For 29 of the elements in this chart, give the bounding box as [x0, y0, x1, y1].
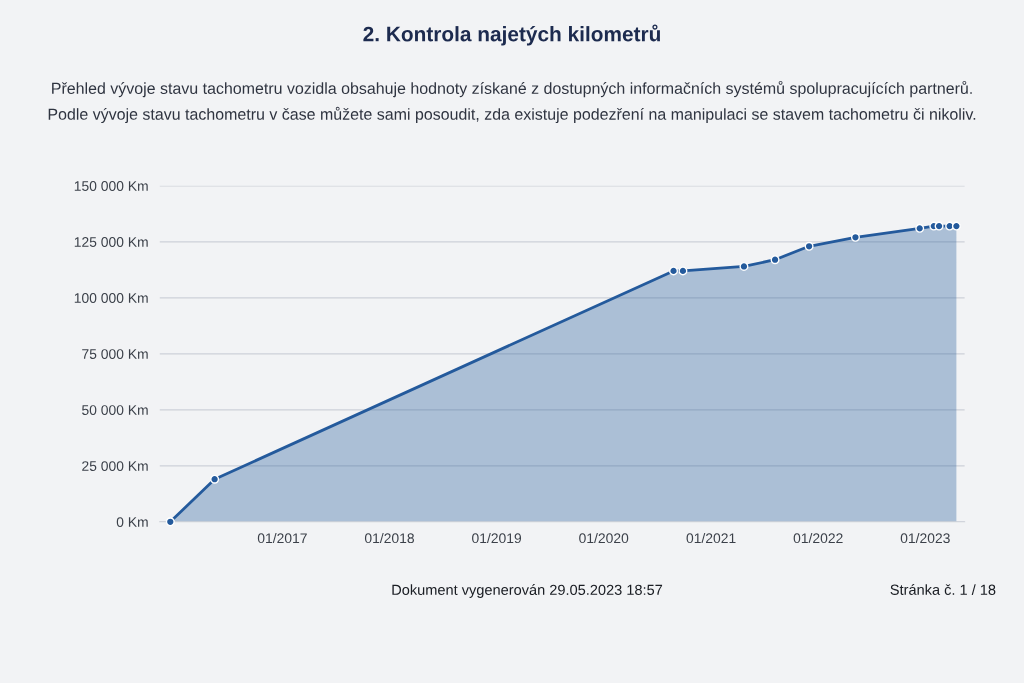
point	[165, 517, 175, 527]
y-tick-label: 125 000 Km	[74, 237, 148, 247]
chart-title: 2. Kontrola najetých kilometrů	[363, 24, 660, 46]
x-tick-label: 01/2018	[364, 532, 414, 544]
y-tick-label: 75 000 Km	[82, 349, 148, 359]
y-tick-label: 0 Km	[116, 517, 148, 527]
point	[770, 255, 780, 265]
point	[951, 221, 961, 231]
chart-subtitle: Přehled vývoje stavu tachometru vozidla obsahuje hodnoty získané z dostupných informačních systémů spolupracujících partnerů. Podle vývoje stavu tachometru v čase můžete sami posoudit, zda existuje podezření na manipulaci se stavem tachometru či nikoliv.	[48, 80, 976, 124]
y-tick-label: 100 000 Km	[74, 293, 148, 303]
y-tick-label: 150 000 Km	[74, 181, 148, 191]
point	[934, 221, 944, 231]
x-tick-label: 01/2017	[257, 532, 307, 544]
text: Stránka č. 1 / 18	[890, 584, 996, 595]
point	[678, 266, 688, 276]
point	[739, 261, 749, 271]
x-tick-label: 01/2021	[686, 532, 736, 544]
x-tick-label: 01/2020	[579, 532, 629, 544]
x-tick-label: 01/2022	[793, 532, 843, 544]
point	[210, 474, 220, 484]
y-tick-label: 50 000 Km	[82, 405, 148, 415]
x-tick-label: 01/2023	[900, 532, 950, 544]
point	[804, 241, 814, 251]
y-tick-label: 25 000 Km	[82, 461, 148, 471]
text: Dokument vygenerován 29.05.2023 18:57	[392, 584, 663, 598]
x-tick-label: 01/2019	[472, 532, 522, 544]
point	[669, 266, 679, 276]
point	[915, 223, 925, 233]
point	[850, 232, 860, 242]
